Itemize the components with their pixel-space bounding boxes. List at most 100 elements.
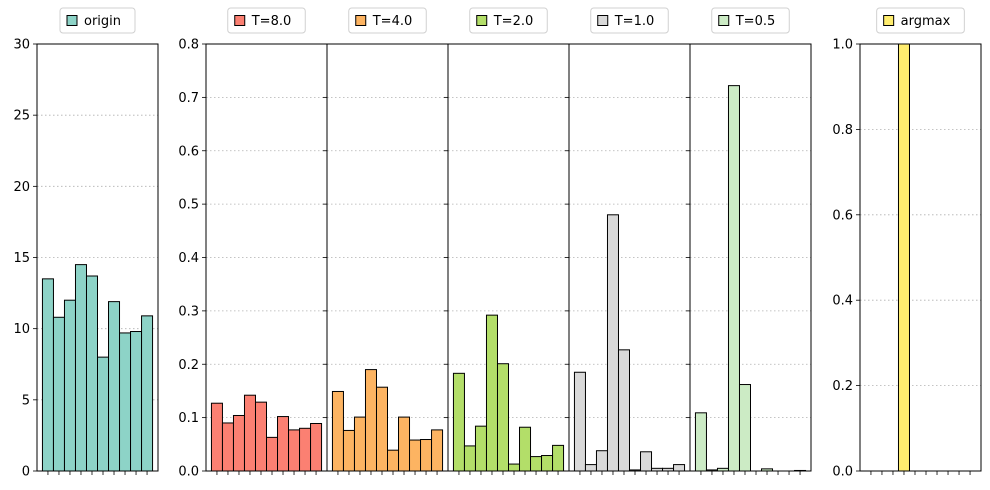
bar (595, 450, 608, 472)
legend-frame (590, 7, 669, 34)
subplot-2: 0.0 0.1 0.2 0.3 0.4 0.5 0.6 0.7 0.8 T=8.0 (178, 7, 328, 480)
y-tick-label: 0.8 (178, 38, 199, 53)
legend-label: origin (84, 14, 121, 29)
bar (409, 439, 422, 472)
y-tick-label: 0.0 (832, 465, 853, 480)
y-tick-label: 0.3 (178, 304, 199, 319)
bar (387, 449, 400, 472)
legend-frame (876, 7, 965, 34)
bar (738, 384, 752, 472)
y-tick-label: 0.6 (178, 144, 199, 159)
bar (243, 394, 256, 472)
bar (519, 426, 532, 472)
bar (74, 264, 87, 472)
bar (508, 463, 521, 472)
legend-swatch (355, 15, 367, 26)
bar (640, 451, 653, 472)
legend-frame (348, 7, 427, 34)
bar (130, 331, 143, 472)
bar (97, 356, 110, 472)
bar (119, 332, 132, 472)
axes-frame (859, 43, 982, 472)
y-tick-label: 25 (13, 109, 30, 124)
bar (364, 369, 377, 472)
bar (310, 422, 323, 472)
legend-label: argmax (901, 14, 951, 29)
bar (254, 401, 267, 472)
legend-label: T=1.0 (614, 14, 655, 29)
legend: T=1.0 (590, 7, 669, 34)
y-tick-label: 1.0 (832, 38, 853, 53)
subplot-5: T=1.0 (565, 7, 691, 475)
bar (277, 416, 290, 472)
bar (398, 416, 411, 472)
bar (694, 412, 707, 472)
legend-label: T=4.0 (372, 14, 413, 29)
legend: origin (59, 7, 136, 34)
y-tick-label: 0.8 (832, 123, 853, 138)
bar (63, 299, 76, 472)
legend-frame (469, 7, 548, 34)
y-tick-label: 30 (13, 38, 30, 53)
legend: T=4.0 (348, 7, 427, 34)
bar (375, 386, 389, 472)
y-tick-label: 0.2 (832, 379, 853, 394)
y-tick-label: 20 (13, 180, 30, 195)
legend-swatch (597, 15, 609, 26)
subplot-7: 0.0 0.2 0.4 0.6 0.8 1.0 argmax (832, 7, 982, 480)
legend-frame (227, 7, 306, 34)
y-tick-label: 0.2 (178, 358, 199, 373)
bar (288, 429, 301, 472)
legend-swatch (476, 15, 488, 26)
y-tick-label: 0.0 (178, 465, 199, 480)
bar (573, 371, 586, 472)
bar (452, 372, 465, 472)
subplot-3: T=4.0 (323, 7, 449, 475)
legend-label: T=2.0 (493, 14, 534, 29)
legend: T=8.0 (227, 7, 306, 34)
legend-frame (59, 7, 136, 34)
bar (85, 275, 98, 472)
y-tick-label: 0.7 (178, 91, 199, 106)
subplot-4: T=2.0 (444, 7, 570, 475)
legend-label: T=8.0 (251, 14, 292, 29)
bar (606, 214, 619, 472)
subplot-1: 0 5 10 15 20 25 30 origin (13, 7, 159, 480)
bar (41, 278, 54, 472)
bar (232, 414, 245, 472)
bar (530, 456, 543, 472)
bar (496, 363, 510, 472)
bar (474, 425, 487, 472)
bar (353, 416, 366, 472)
bar (342, 429, 355, 472)
bar (541, 455, 554, 472)
legend-swatch (234, 15, 246, 26)
legend-swatch (718, 15, 730, 26)
legend-frame (711, 7, 790, 34)
bar (52, 316, 65, 472)
bar (299, 427, 312, 472)
bar (141, 315, 154, 472)
bar (210, 402, 223, 472)
subplot-6: T=0.5 (686, 7, 812, 475)
y-tick-label: 0.4 (832, 294, 853, 309)
bar (673, 464, 686, 472)
bar (617, 349, 631, 472)
bar (552, 444, 565, 472)
y-tick-label: 5 (22, 393, 30, 408)
bar (331, 390, 344, 472)
legend-label: T=0.5 (735, 14, 776, 29)
legend-swatch (66, 15, 78, 26)
bar (727, 85, 740, 472)
bar (266, 436, 279, 472)
bar (420, 439, 433, 472)
y-tick-label: 10 (13, 322, 30, 337)
y-tick-label: 15 (13, 251, 30, 266)
bar (463, 445, 476, 472)
y-tick-label: 0.4 (178, 251, 199, 266)
legend-swatch (883, 15, 895, 26)
bar (485, 314, 498, 472)
bar (897, 43, 910, 472)
bar (431, 429, 444, 472)
